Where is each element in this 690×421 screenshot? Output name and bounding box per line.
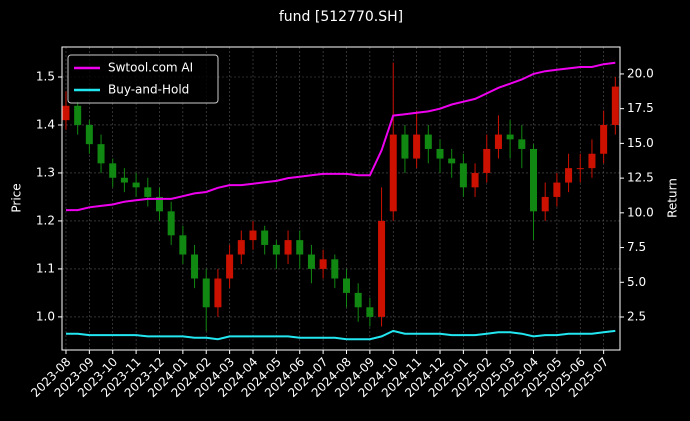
candle-body — [576, 168, 584, 170]
candle-body — [261, 230, 269, 245]
return-line — [66, 329, 616, 341]
candle-body — [249, 230, 257, 241]
y-tick-label: 1.2 — [36, 213, 55, 227]
chart-title: fund [512770.SH] — [279, 9, 403, 25]
candle-body — [553, 182, 561, 197]
candle-body — [471, 172, 479, 188]
legend-label: Swtool.com AI — [108, 61, 193, 75]
candle-body — [530, 148, 538, 212]
y2-tick-label: 20.0 — [627, 66, 654, 80]
y2-tick-label: 5.0 — [627, 275, 646, 289]
candle-body — [436, 148, 444, 159]
candle-body — [378, 220, 386, 317]
candle-body — [483, 148, 491, 173]
candle-body — [413, 134, 421, 159]
candle-body — [144, 187, 152, 197]
y-tick-label: 1.1 — [36, 261, 55, 275]
candle-body — [97, 144, 105, 164]
candle-body — [389, 134, 397, 212]
candle-body — [448, 158, 456, 164]
candle-body — [226, 254, 234, 279]
y2-tick-label: 10.0 — [627, 205, 654, 219]
candle-body — [109, 163, 117, 178]
y2-tick-label: 7.5 — [627, 240, 646, 254]
candle-body — [237, 240, 245, 255]
candle-body — [565, 168, 573, 183]
candle-body — [296, 240, 304, 255]
y2-tick-label: 17.5 — [627, 101, 654, 115]
candle-body — [85, 124, 93, 145]
return-line — [66, 61, 616, 212]
legend-label: Buy-and-Hold — [108, 83, 189, 97]
candle-body — [155, 196, 163, 212]
candle-body — [588, 153, 596, 169]
candle-body — [191, 254, 199, 279]
y2-axis-label: Return — [666, 178, 680, 218]
candle-body — [132, 182, 140, 188]
y2-tick-label: 2.5 — [627, 310, 646, 324]
candle-body — [214, 278, 222, 308]
candle-body — [366, 307, 374, 317]
candle-body — [518, 139, 526, 149]
y-tick-label: 1.3 — [36, 165, 55, 179]
y2-tick-label: 12.5 — [627, 171, 654, 185]
candle-body — [401, 134, 409, 159]
legend-box — [67, 54, 219, 104]
y-axis-label: Price — [10, 183, 24, 212]
candle-body — [342, 278, 350, 293]
candle-body — [284, 240, 292, 255]
candle-body — [331, 259, 339, 279]
y2-tick-label: 15.0 — [627, 136, 654, 150]
candle-body — [459, 163, 467, 188]
candle-body — [74, 105, 82, 125]
y-tick-label: 1.0 — [36, 309, 55, 323]
candle-body — [600, 124, 608, 154]
candle-body — [506, 134, 514, 140]
plot-frame — [61, 46, 621, 351]
candle-body — [611, 86, 619, 125]
candle-body — [62, 105, 70, 121]
candle-body — [202, 278, 210, 308]
candle-body — [272, 244, 280, 255]
candle-body — [179, 235, 187, 255]
candle-body — [541, 196, 549, 212]
y-tick-label: 1.5 — [36, 69, 55, 83]
candle-body — [494, 134, 502, 149]
candle-body — [307, 254, 315, 269]
y-tick-label: 1.4 — [36, 117, 55, 131]
candle-body — [354, 292, 362, 308]
candle-body — [120, 177, 128, 183]
candle-body — [167, 211, 175, 236]
candle-body — [424, 134, 432, 149]
candle-body — [319, 259, 327, 269]
